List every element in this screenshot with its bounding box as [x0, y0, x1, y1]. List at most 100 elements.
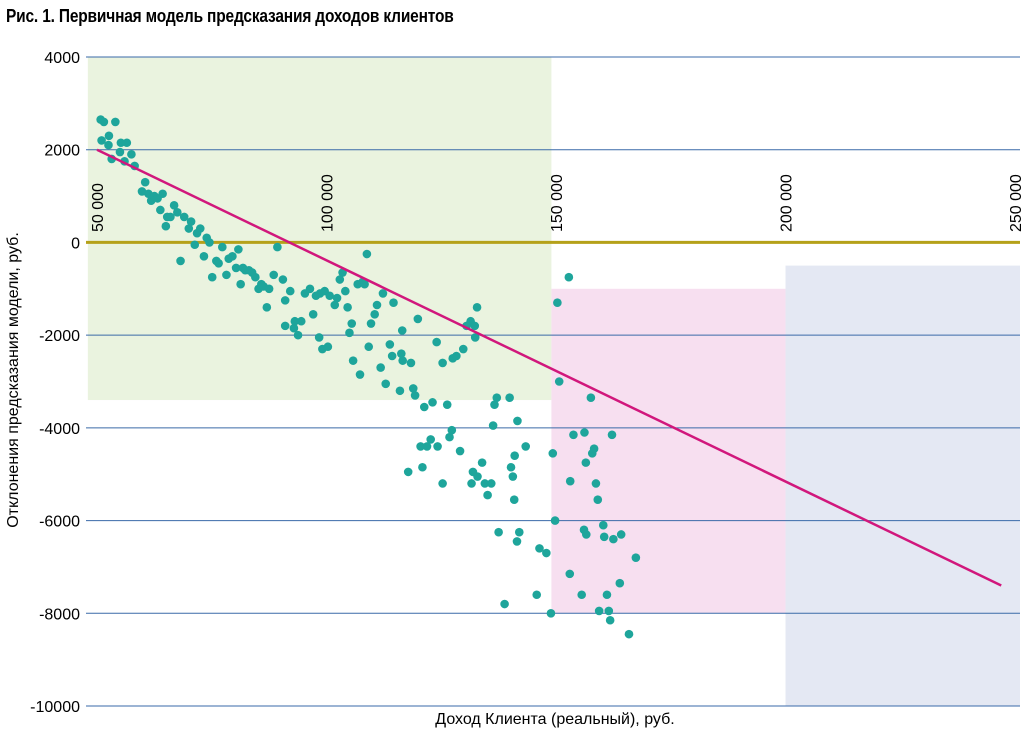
y-tick-label: 2000: [44, 143, 80, 160]
data-point: [348, 356, 358, 365]
data-point: [488, 421, 498, 430]
data-point: [195, 224, 205, 233]
data-point: [166, 212, 175, 222]
data-point: [395, 386, 405, 396]
data-point: [419, 402, 429, 412]
data-point: [360, 279, 369, 289]
data-point: [413, 314, 423, 324]
data-point: [624, 629, 634, 639]
data-point: [514, 527, 524, 537]
data-point: [615, 578, 625, 588]
data-point: [477, 458, 487, 467]
data-point: [161, 221, 171, 231]
data-point: [296, 316, 306, 326]
data-point: [593, 495, 603, 505]
data-point: [406, 358, 416, 368]
data-point: [580, 428, 589, 437]
data-point: [218, 242, 227, 252]
data-point: [470, 333, 480, 342]
data-point: [332, 293, 342, 303]
data-point: [467, 479, 476, 488]
data-point: [179, 212, 189, 222]
data-point: [186, 217, 196, 226]
data-point: [280, 296, 290, 305]
data-point: [433, 442, 442, 451]
data-point: [264, 284, 274, 294]
data-point: [347, 319, 357, 328]
data-point: [269, 270, 279, 280]
data-point: [506, 462, 516, 472]
data-point: [470, 321, 480, 331]
data-point: [452, 351, 461, 361]
y-ticks-layer: 4000 2000 0 -2000 -4000 -6000 -8000 -10000: [30, 50, 80, 716]
data-point: [403, 467, 413, 477]
data-point: [569, 430, 578, 440]
data-point: [438, 358, 447, 368]
data-point: [494, 527, 503, 537]
data-point: [602, 590, 612, 600]
data-point: [273, 242, 282, 252]
data-point: [607, 430, 617, 440]
data-point: [140, 177, 150, 187]
data-point: [214, 258, 223, 268]
data-point: [262, 303, 272, 312]
y-tick-label: -8000: [39, 606, 80, 623]
data-point: [280, 321, 290, 331]
data-point: [236, 279, 245, 289]
data-point: [285, 286, 295, 296]
data-point: [325, 291, 335, 301]
data-point: [345, 328, 354, 338]
data-point: [158, 189, 167, 199]
data-point: [438, 479, 447, 488]
data-point: [432, 337, 441, 347]
data-point: [410, 391, 420, 400]
data-point: [104, 131, 114, 141]
x-tick-label: 50 000: [90, 183, 107, 232]
data-point: [398, 356, 407, 365]
data-point: [314, 333, 324, 342]
trend-line: [96, 148, 1002, 587]
data-point: [513, 416, 522, 426]
x-tick-label: 100 000: [320, 174, 337, 232]
data-point: [472, 303, 482, 312]
data-point: [594, 606, 604, 616]
data-point: [554, 377, 564, 386]
data-point: [428, 398, 437, 407]
data-point: [122, 138, 132, 148]
data-point: [599, 532, 609, 542]
y-tick-label: -6000: [39, 514, 80, 531]
data-point: [581, 530, 591, 539]
data-point: [605, 615, 615, 625]
data-point: [521, 442, 531, 451]
data-point: [205, 238, 214, 247]
data-point: [278, 275, 288, 284]
data-point: [366, 319, 376, 328]
data-point: [335, 275, 345, 284]
data-point: [508, 472, 518, 481]
x-axis-label: Доход Клиента (реальный), руб.: [435, 711, 675, 728]
data-point: [550, 516, 560, 525]
data-point: [169, 201, 179, 210]
y-tick-label: 0: [71, 235, 80, 252]
data-point: [173, 207, 182, 217]
data-point: [505, 393, 514, 403]
data-point: [323, 342, 333, 352]
data-point: [111, 117, 120, 127]
data-point: [445, 432, 454, 442]
data-point: [397, 326, 407, 335]
data-point: [289, 323, 299, 333]
data-point: [389, 298, 398, 307]
data-point: [127, 150, 136, 159]
data-point: [355, 370, 365, 379]
data-point: [184, 224, 194, 233]
data-point: [115, 147, 125, 157]
data-point: [546, 608, 556, 618]
data-point: [99, 117, 109, 127]
data-point: [473, 472, 482, 481]
region-high-income: [785, 265, 1020, 706]
data-point: [565, 569, 575, 579]
data-point: [372, 300, 382, 310]
data-point: [251, 272, 260, 282]
data-point: [156, 205, 165, 215]
points-layer: [96, 115, 641, 639]
